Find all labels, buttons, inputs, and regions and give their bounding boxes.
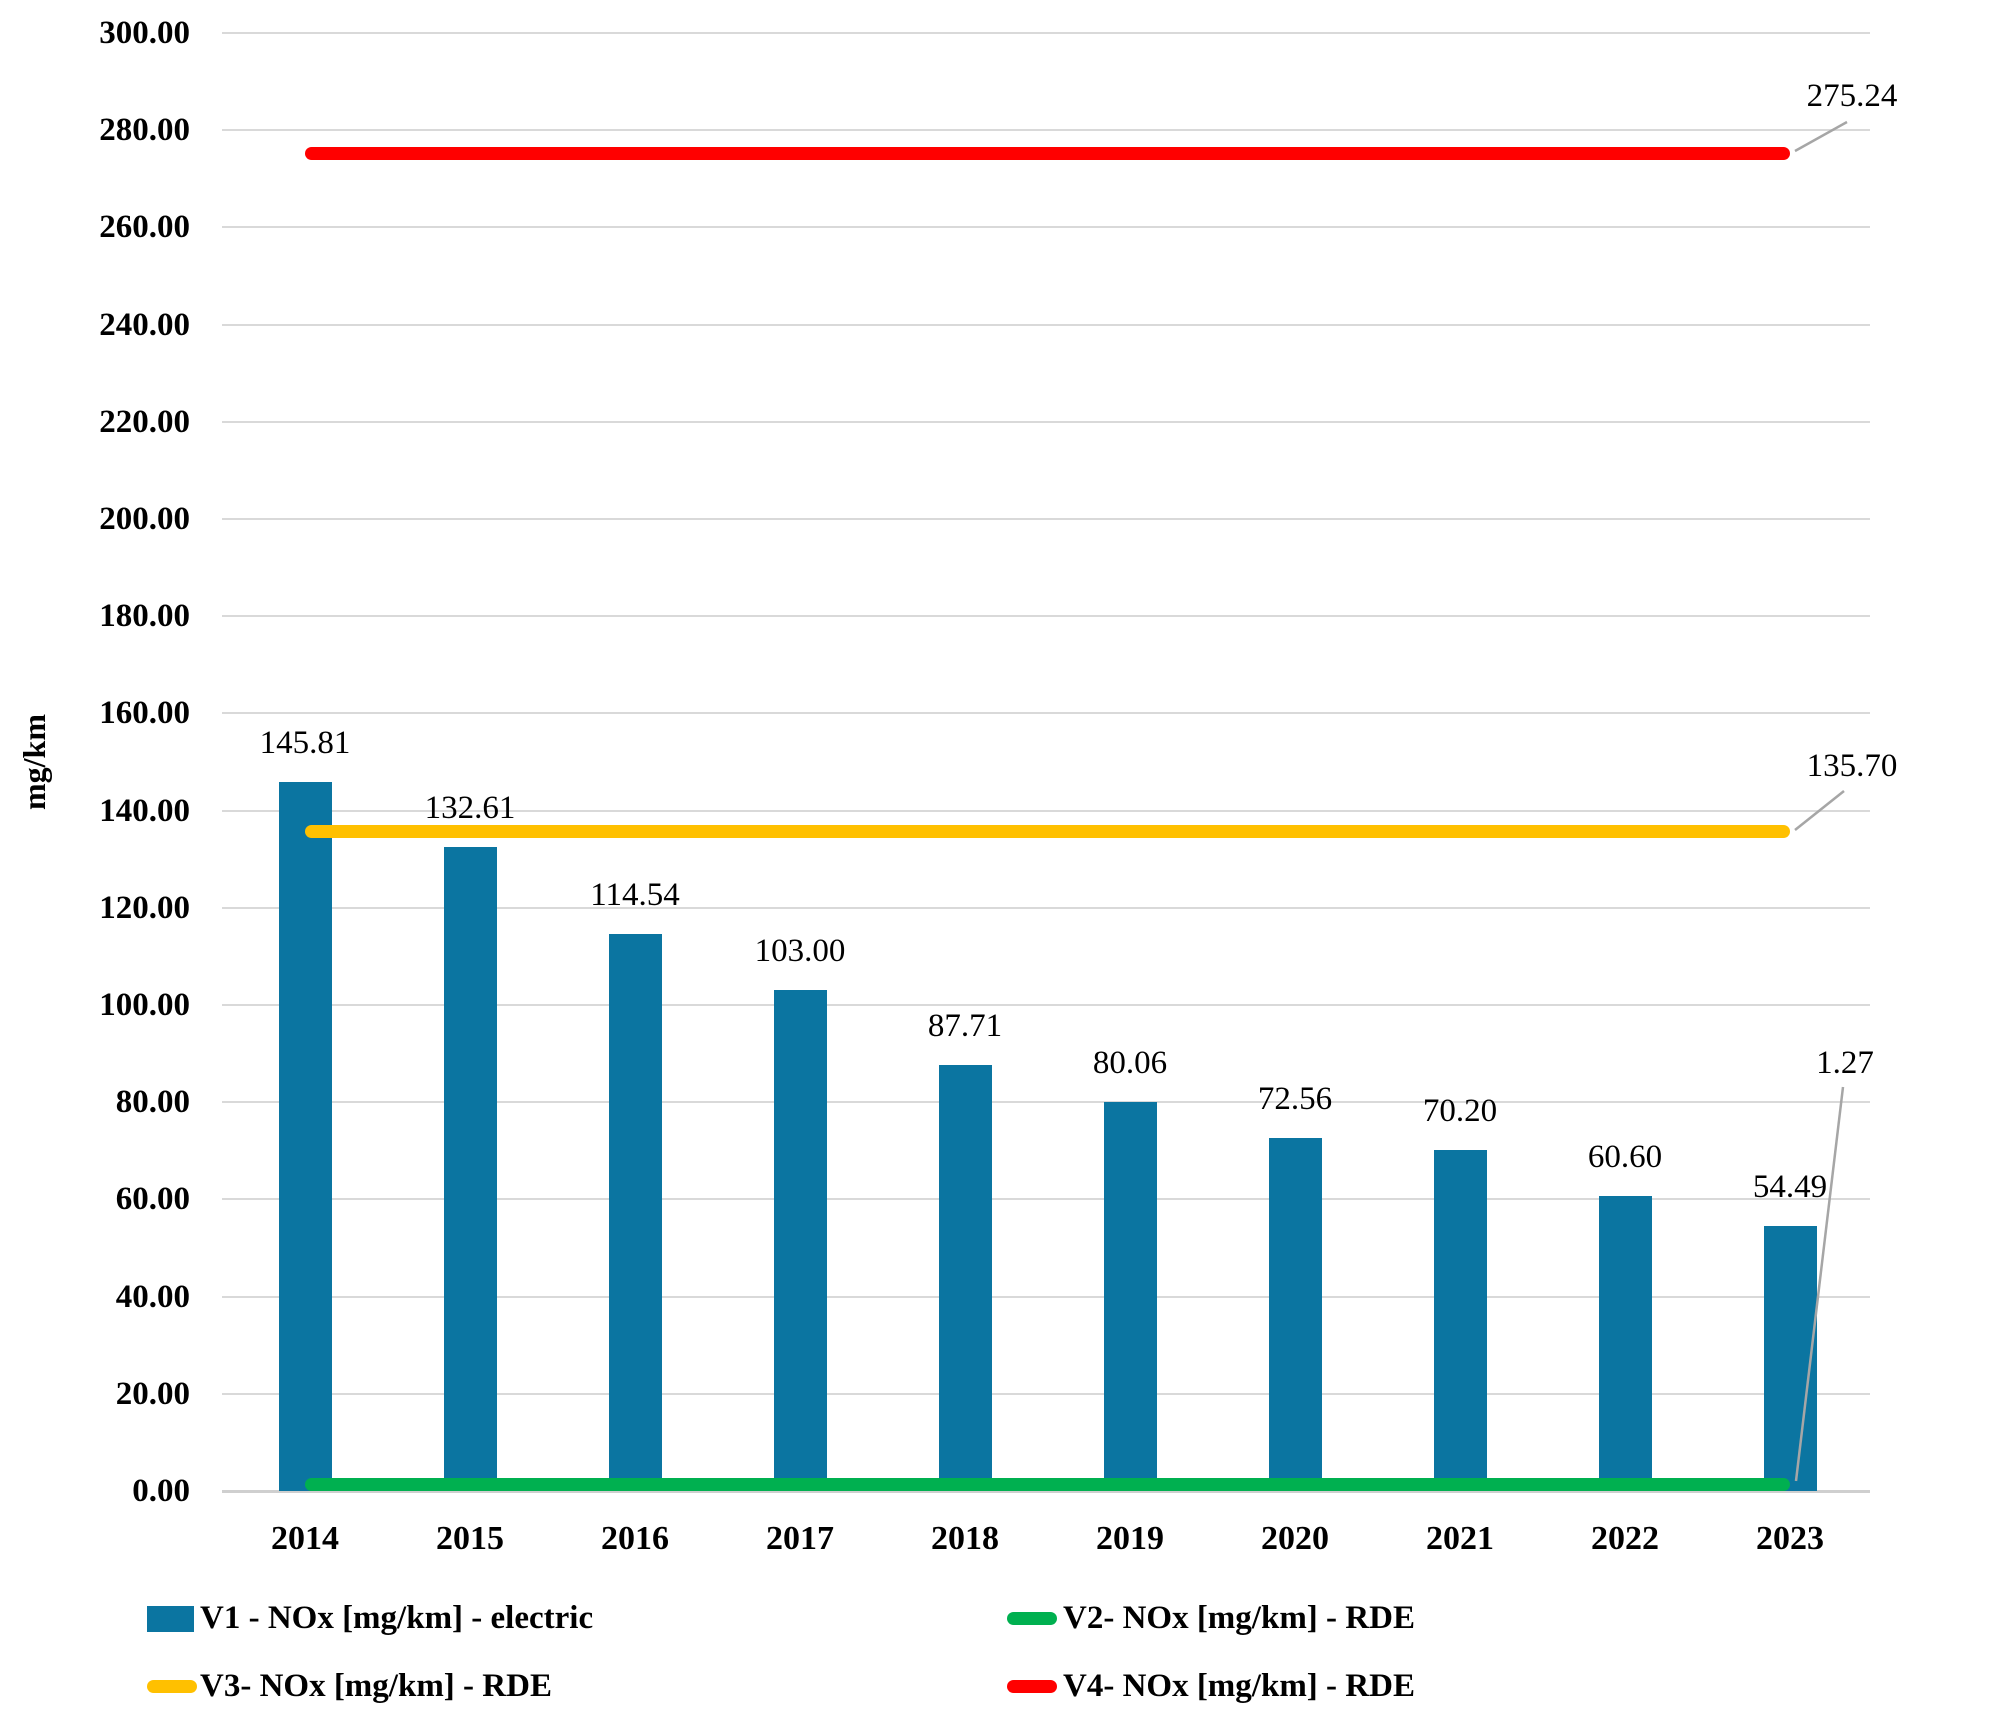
- legend-swatch-line: [147, 1680, 197, 1693]
- bar-2018: [938, 1064, 992, 1491]
- y-tick-label: 40.00: [115, 1278, 190, 1315]
- legend-label: V4- NOx [mg/km] - RDE: [1063, 1668, 1415, 1704]
- bar-2019: [1103, 1101, 1157, 1491]
- x-axis-line: [222, 1490, 1870, 1493]
- x-tick-label: 2022: [1591, 1520, 1659, 1557]
- bar-2023: [1763, 1226, 1817, 1491]
- y-tick-label: 220.00: [99, 403, 190, 440]
- bar-value-label: 54.49: [1752, 1169, 1828, 1206]
- y-tick-label: 240.00: [99, 306, 190, 343]
- gridline: [222, 323, 1870, 326]
- y-tick-label: 100.00: [99, 987, 190, 1023]
- gridline: [222, 129, 1870, 132]
- gridline: [222, 906, 1870, 909]
- y-tick-label: 200.00: [99, 501, 190, 537]
- bar-value-label: 145.81: [259, 725, 351, 762]
- line-end-label-v2: 1.27: [1816, 1045, 1874, 1081]
- y-tick-label: 120.00: [99, 889, 190, 926]
- bar-2014: [278, 782, 332, 1491]
- x-tick-label: 2020: [1261, 1520, 1329, 1557]
- x-tick-label: 2014: [271, 1520, 339, 1557]
- y-tick-label: 260.00: [99, 209, 190, 246]
- bar-2020: [1268, 1138, 1322, 1491]
- bar-2016: [608, 934, 662, 1491]
- x-tick-label: 2017: [766, 1520, 834, 1557]
- y-tick-label: 20.00: [115, 1375, 190, 1412]
- bar-value-label: 70.20: [1422, 1092, 1498, 1129]
- line-v2: [305, 1478, 1790, 1492]
- bar-value-label: 80.06: [1092, 1044, 1168, 1081]
- x-tick-label: 2021: [1426, 1520, 1494, 1557]
- gridline: [222, 518, 1870, 520]
- bar-2022: [1598, 1196, 1652, 1491]
- line-v4: [305, 146, 1790, 160]
- gridline: [222, 226, 1870, 229]
- legend-label: V3- NOx [mg/km] - RDE: [200, 1668, 552, 1704]
- bar-value-label: 60.60: [1587, 1139, 1663, 1176]
- y-tick-label: 280.00: [99, 112, 190, 149]
- y-tick-label: 0.00: [132, 1473, 190, 1509]
- x-tick-label: 2019: [1096, 1520, 1164, 1557]
- gridline: [222, 1392, 1870, 1395]
- x-tick-label: 2015: [436, 1520, 504, 1557]
- legend-swatch-line: [1007, 1612, 1057, 1625]
- gridline: [222, 1295, 1870, 1298]
- bar-2015: [443, 846, 497, 1491]
- legend-label: V1 - NOx [mg/km] - electric: [200, 1600, 594, 1636]
- y-tick-label: 60.00: [115, 1181, 190, 1218]
- gridline: [222, 32, 1870, 34]
- legend-swatch-line: [1007, 1680, 1057, 1693]
- gridline: [222, 1101, 1870, 1104]
- y-tick-label: 140.00: [99, 792, 190, 829]
- line-end-label-v3: 135.70: [1806, 748, 1898, 784]
- legend-swatch-bar: [147, 1606, 194, 1632]
- leader-line-v4: [1794, 120, 1848, 153]
- line-end-label-v4: 275.24: [1806, 78, 1898, 114]
- bar-value-label: 132.61: [424, 789, 516, 826]
- gridline: [222, 420, 1870, 423]
- gridline: [222, 809, 1870, 812]
- bar-2017: [773, 990, 827, 1491]
- x-tick-label: 2018: [931, 1520, 999, 1557]
- line-v3: [305, 824, 1790, 838]
- gridline: [222, 615, 1870, 618]
- bar-2021: [1433, 1149, 1487, 1491]
- bar-value-label: 87.71: [927, 1007, 1003, 1044]
- gridline: [222, 1004, 1870, 1006]
- y-tick-label: 180.00: [99, 598, 190, 635]
- bar-value-label: 114.54: [590, 877, 680, 914]
- x-tick-label: 2023: [1756, 1520, 1824, 1557]
- bar-value-label: 103.00: [754, 933, 846, 970]
- gridline: [222, 1198, 1870, 1201]
- legend-label: V2- NOx [mg/km] - RDE: [1063, 1600, 1415, 1636]
- y-tick-label: 80.00: [115, 1084, 190, 1121]
- bar-value-label: 72.56: [1257, 1081, 1333, 1118]
- gridline: [222, 712, 1870, 715]
- y-tick-label: 300.00: [99, 15, 190, 51]
- x-tick-label: 2016: [601, 1520, 669, 1557]
- y-tick-label: 160.00: [99, 695, 190, 732]
